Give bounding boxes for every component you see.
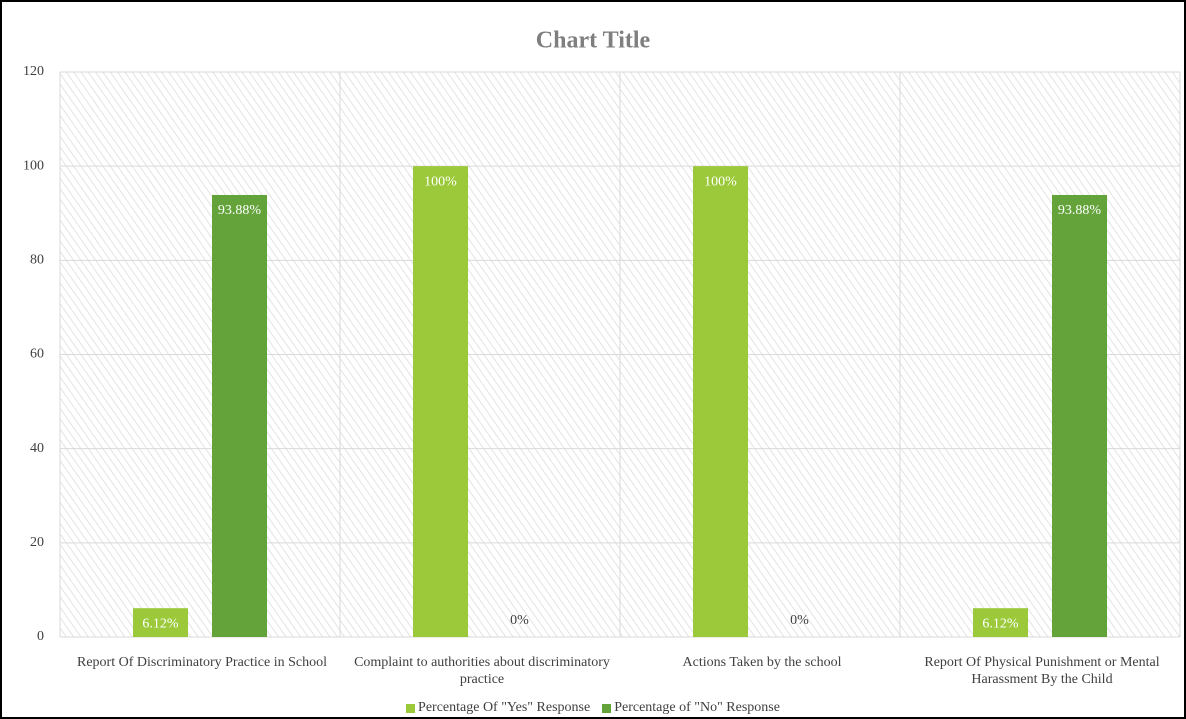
data-label: 93.88% [1058,203,1102,218]
y-tick-label: 20 [30,535,44,550]
y-tick-label: 120 [23,64,44,79]
data-label: 0% [510,613,529,628]
y-tick-label: 40 [30,441,44,456]
x-tick-label: Complaint to authorities about discrimin… [354,655,610,687]
legend-label: Percentage Of "Yes" Response [418,700,591,715]
legend-item: Percentage Of "Yes" Response [406,700,590,716]
legend-label: Percentage of "No" Response [614,700,780,715]
y-tick-label: 0 [37,629,44,644]
x-tick-label: Actions Taken by the school [682,655,842,670]
bar [133,608,188,637]
y-tick-label: 60 [30,347,44,362]
data-label: 6.12% [142,616,179,631]
bar [693,166,748,637]
x-tick-label: Report Of Physical Punishment or Mental … [924,655,1160,687]
y-tick-label: 80 [30,253,44,268]
data-label: 0% [790,613,809,628]
y-tick-label: 100 [23,158,44,173]
x-tick-label: Report Of Discriminatory Practice in Sch… [77,655,327,670]
bar [212,194,267,637]
data-label: 100% [424,174,457,189]
chart-title: Chart Title [536,28,651,54]
legend-swatch [406,703,416,713]
legend: Percentage Of "Yes" Response Percentage o… [2,700,1184,716]
bar [413,166,468,637]
data-label: 6.12% [982,616,1019,631]
data-label: 100% [704,174,737,189]
bar [973,608,1028,637]
bar [1052,194,1107,637]
legend-item: Percentage of "No" Response [602,700,780,716]
data-label: 93.88% [218,203,262,218]
legend-swatch [602,703,612,713]
